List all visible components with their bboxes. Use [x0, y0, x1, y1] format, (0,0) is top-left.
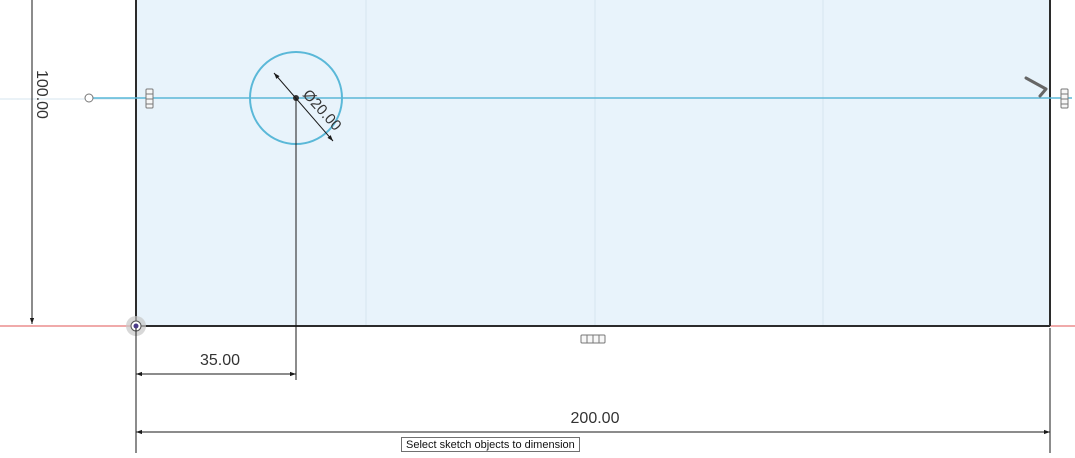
hole-offset-dimension[interactable]: 35.00: [136, 98, 297, 380]
horizontal-constraint-icon[interactable]: [145, 88, 154, 109]
width-dimension[interactable]: 200.00: [135, 328, 1051, 453]
width-dimension-label[interactable]: 200.00: [571, 410, 620, 427]
height-dimension-label[interactable]: 100.00: [33, 70, 50, 119]
construction-line-endpoint[interactable]: [84, 93, 94, 103]
hole-offset-dimension-label[interactable]: 35.00: [200, 352, 240, 369]
diameter-leader: [273, 72, 334, 142]
dimension-tooltip: Select sketch objects to dimension: [401, 437, 580, 452]
origin-point-icon[interactable]: [126, 316, 146, 336]
horizontal-constraint-icon[interactable]: [1060, 88, 1069, 109]
height-dimension[interactable]: 100.00: [20, 0, 136, 326]
horizontal-constraint-icon[interactable]: [580, 334, 606, 344]
midpoint-constraint-icon[interactable]: [1024, 76, 1048, 98]
sketch-grid: [0, 0, 824, 326]
sketch-profile[interactable]: [136, 0, 1050, 326]
profile-edges[interactable]: [135, 0, 1051, 327]
